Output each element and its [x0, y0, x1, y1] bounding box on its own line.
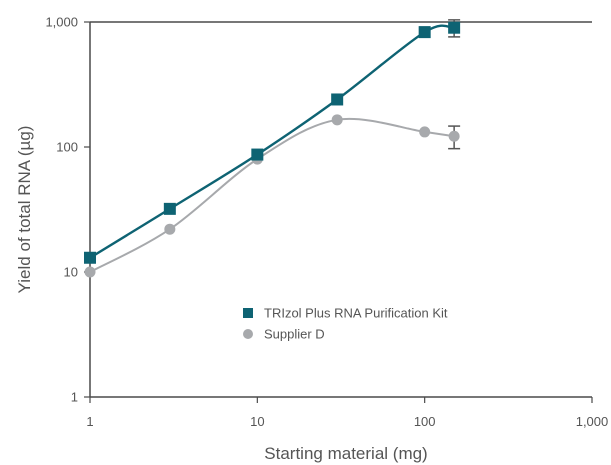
series-line	[89, 117, 455, 273]
data-point	[448, 130, 460, 142]
legend: TRIzol Plus RNA Purification Kit Supplier…	[243, 306, 448, 342]
legend-item: Supplier D	[243, 327, 325, 342]
x-tick-label: 1	[86, 414, 93, 429]
x-axis-title: Starting material (mg)	[264, 444, 427, 463]
y-tick-label: 1	[71, 390, 78, 405]
data-point	[419, 126, 431, 138]
legend-label: TRIzol Plus RNA Purification Kit	[264, 306, 448, 321]
data-point	[331, 114, 343, 126]
legend-marker-square	[243, 308, 253, 318]
legend-label: Supplier D	[264, 327, 325, 342]
legend-item: TRIzol Plus RNA Purification Kit	[243, 306, 448, 321]
series-line	[89, 24, 455, 259]
data-point	[448, 21, 461, 34]
legend-marker-circle	[243, 329, 253, 339]
data-point	[331, 93, 344, 106]
series-layer	[84, 19, 461, 278]
data-point	[418, 26, 431, 39]
y-tick-label: 100	[56, 140, 78, 155]
data-point	[251, 148, 264, 161]
y-axis-title: Yield of total RNA (µg)	[15, 126, 34, 294]
x-tick-label: 1,000	[576, 414, 609, 429]
series-supplier-d	[84, 114, 461, 278]
data-point	[84, 251, 96, 264]
data-point	[163, 202, 176, 215]
y-tick-label: 10	[64, 265, 78, 280]
series-trizol	[84, 19, 461, 264]
x-tick-label: 10	[250, 414, 264, 429]
x-tick-label: 100	[414, 414, 436, 429]
axes: 1 10 100 1,000 1 10 100 1,000 Starting material …	[15, 15, 608, 464]
data-point	[164, 223, 176, 235]
data-point	[84, 266, 96, 278]
y-tick-label: 1,000	[45, 15, 78, 30]
